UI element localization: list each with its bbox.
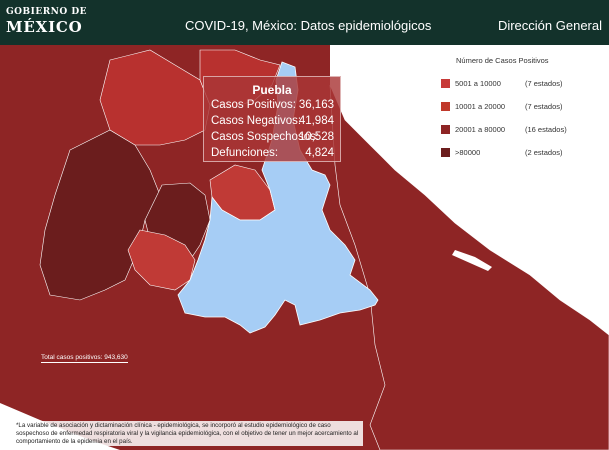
state-queretaro[interactable]: [99, 49, 211, 146]
state-morelos[interactable]: [127, 229, 196, 291]
legend-range: >80000: [455, 148, 481, 157]
page-title: COVID-19, México: Datos epidemiológicos: [185, 18, 432, 33]
legend-count: (7 estados): [525, 79, 563, 88]
tooltip-value: 36,163: [298, 99, 334, 111]
legend-range: 5001 a 10000: [455, 79, 501, 88]
logo-line2: MÉXICO: [6, 18, 83, 36]
tooltip-label: Casos Sospechosos:: [211, 131, 320, 143]
tooltip-state-name: Puebla: [252, 83, 292, 97]
tooltip-value: 41,984: [298, 115, 334, 127]
legend-swatch: [441, 102, 450, 111]
tooltip-value: 10,528: [298, 131, 334, 143]
legend-swatch: [441, 79, 450, 88]
logo-line1: GOBIERNO DE: [6, 7, 88, 17]
tooltip-label: Defunciones:: [211, 147, 279, 159]
legend-item[interactable]: 5001 a 10000 (7 estados): [432, 79, 602, 102]
legend-item[interactable]: 10001 a 20000 (7 estados): [432, 102, 602, 125]
tooltip-value: 4,824: [305, 147, 334, 159]
gulf-of-mexico: [330, 45, 609, 335]
legend-range: 20001 a 80000: [455, 125, 506, 134]
tooltip-label: Casos Positivos:: [211, 99, 297, 111]
total-positive-label: Total casos positivos: 943,630: [41, 354, 128, 363]
legend-count: (7 estados): [525, 102, 563, 111]
legend: Número de Casos Positivos 5001 a 10000 (…: [432, 56, 602, 171]
department-label: Dirección General: [497, 18, 602, 33]
lagoon-detail: [452, 250, 492, 271]
legend-item[interactable]: >80000 (2 estados): [432, 148, 602, 171]
legend-swatch: [441, 148, 450, 157]
state-puebla[interactable]: [177, 61, 379, 334]
gobierno-logo[interactable]: GOBIERNO DE MÉXICO: [6, 8, 87, 35]
legend-range: 10001 a 20000: [455, 102, 506, 111]
legend-count: (16 estados): [525, 125, 567, 134]
state-tooltip: Puebla Casos Positivos: 36,163 Casos Neg…: [203, 76, 341, 162]
tooltip-label: Casos Negativos:: [211, 115, 302, 127]
legend-item[interactable]: 20001 a 80000 (16 estados): [432, 125, 602, 148]
legend-title: Número de Casos Positivos: [456, 56, 549, 65]
header-bar: GOBIERNO DE MÉXICO COVID-19, México: Dat…: [0, 0, 609, 45]
state-veracruz[interactable]: [329, 84, 609, 450]
legend-count: (2 estados): [525, 148, 563, 157]
footnote: *La variable de asociación y dictaminaci…: [14, 421, 363, 447]
legend-swatch: [441, 125, 450, 134]
